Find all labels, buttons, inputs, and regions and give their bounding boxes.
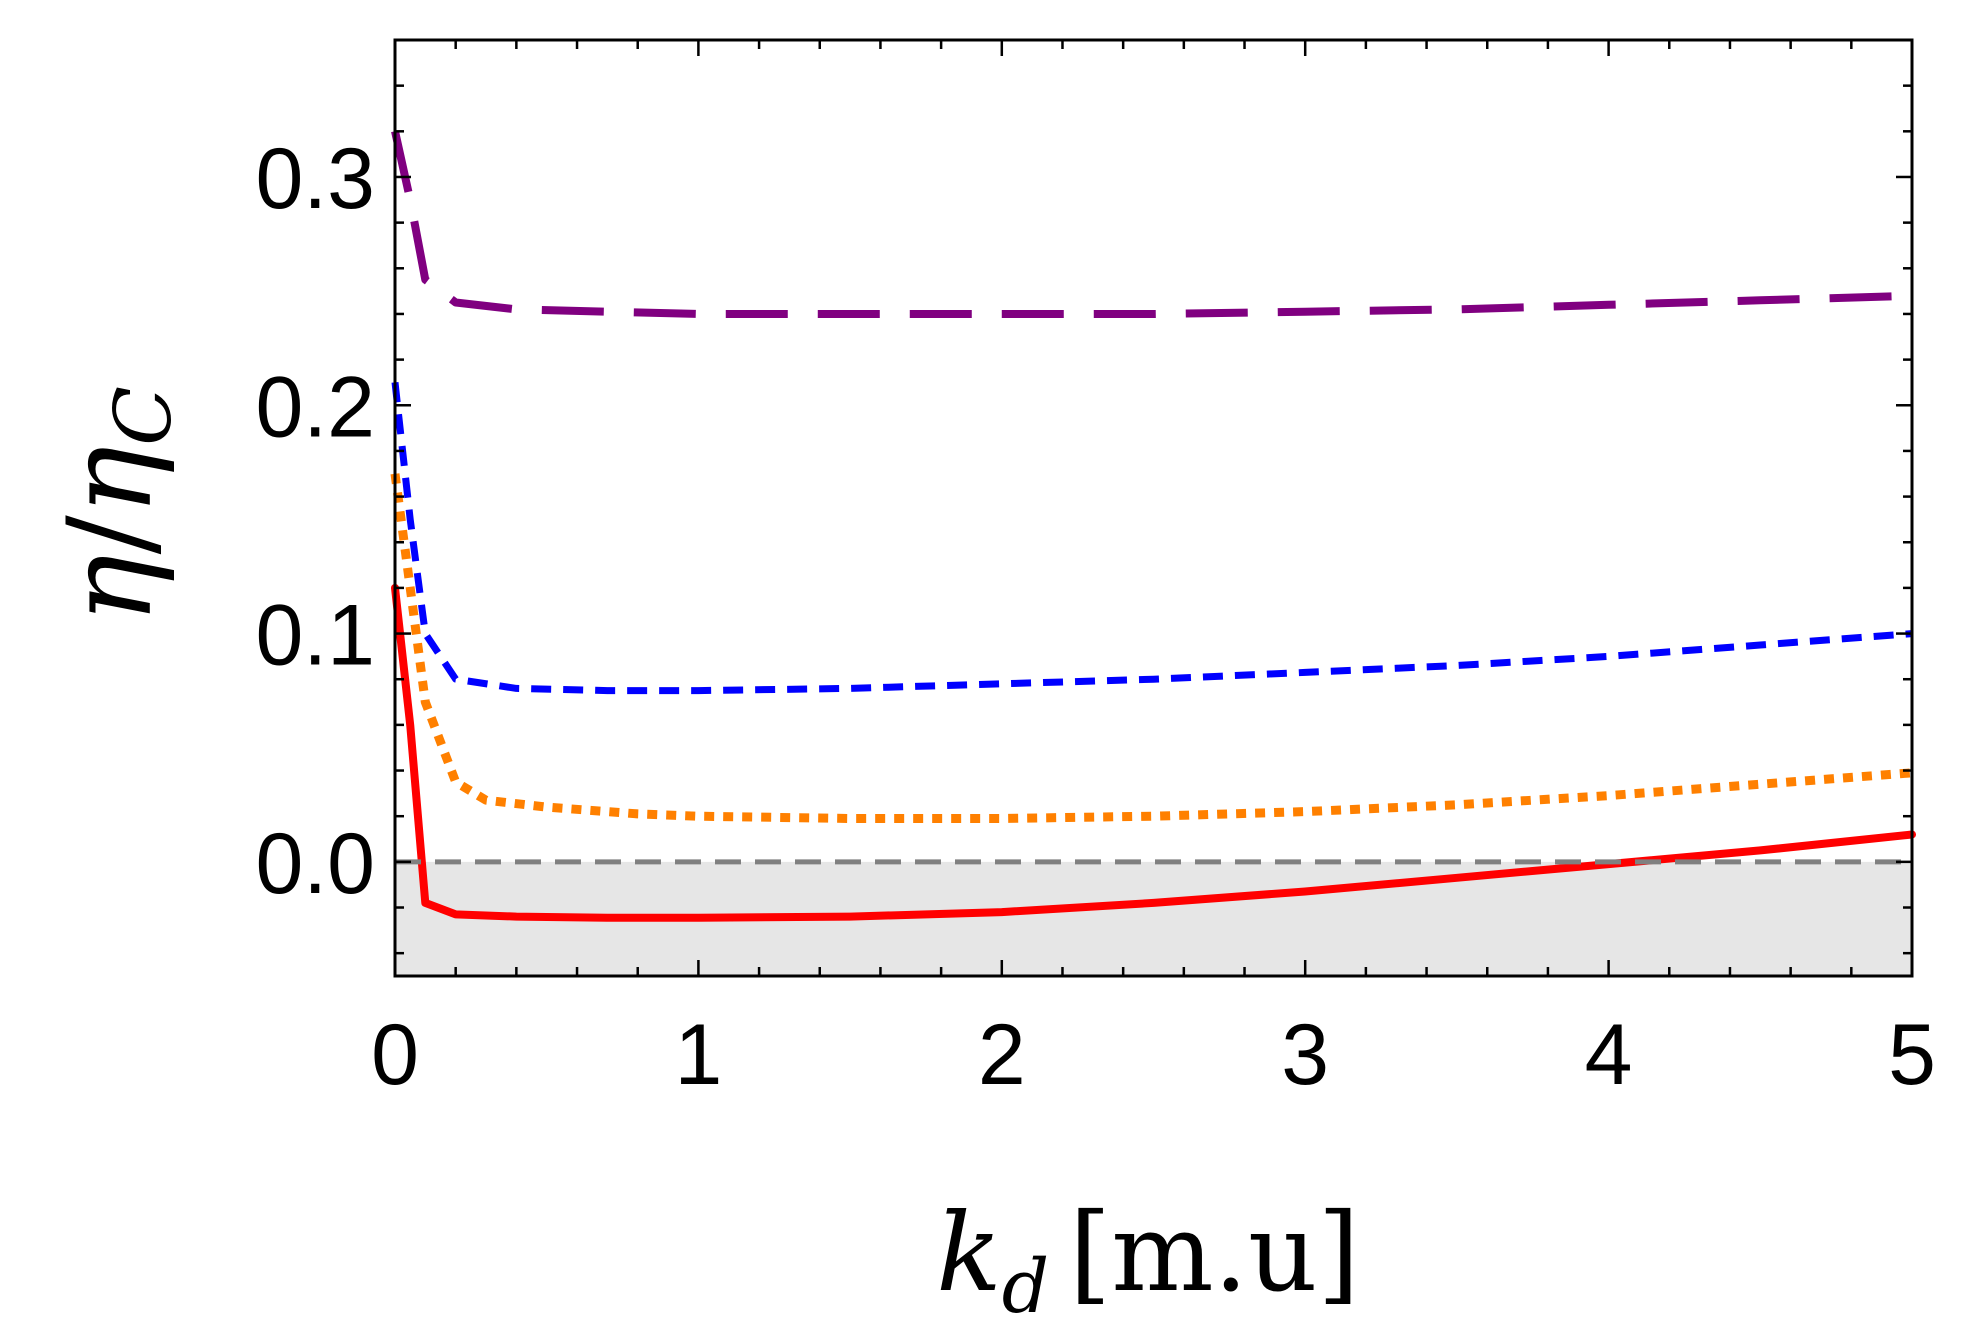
y-tick-label: 0.1 — [255, 588, 375, 684]
series-line-red-solid — [391, 583, 1916, 922]
series-line-blue-short-dash — [391, 382, 1913, 695]
y-tick-label: 0.2 — [255, 359, 375, 455]
x-axis-label: kd [m.u] — [936, 1191, 1359, 1330]
x-tick-label: 0 — [371, 1007, 419, 1103]
series-layer — [390, 130, 1916, 922]
x-tick-label: 5 — [1888, 1007, 1936, 1103]
y-tick-label: 0.0 — [255, 816, 375, 912]
tick-labels-layer: 0 1 2 3 4 5 0.0 0.1 0.2 0.3 — [255, 131, 1935, 1103]
series-line-orange-dotted — [390, 473, 1913, 823]
y-axis-label: η/ηC — [43, 386, 189, 624]
x-tick-label: 1 — [674, 1007, 722, 1103]
x-tick-label: 2 — [978, 1007, 1026, 1103]
x-tick-label: 3 — [1281, 1007, 1329, 1103]
y-tick-label: 0.3 — [255, 131, 375, 227]
x-tick-label: 4 — [1585, 1007, 1633, 1103]
plot-frame — [393, 38, 1914, 978]
ticks-layer — [393, 38, 1914, 976]
series-line-purple-long-dash — [391, 130, 1913, 318]
